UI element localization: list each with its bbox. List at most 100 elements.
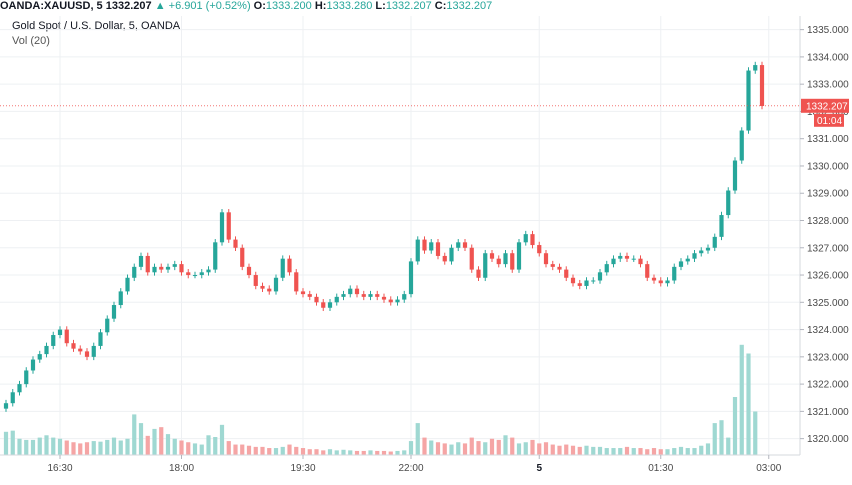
candle-body xyxy=(368,294,373,297)
volume-bar xyxy=(523,442,528,455)
volume-bar xyxy=(624,446,630,455)
candle-body xyxy=(300,291,306,295)
volume-bar xyxy=(483,442,488,455)
volume-bar xyxy=(44,435,49,455)
volume-bar xyxy=(206,435,211,455)
volume-bar xyxy=(327,449,333,455)
candle-body xyxy=(280,258,285,278)
volume-bar xyxy=(165,434,171,455)
x-tick-label: 03:00 xyxy=(756,463,781,474)
candle-body xyxy=(240,247,245,267)
candle-body xyxy=(753,65,758,71)
volume-bar xyxy=(294,446,299,455)
volume-bar xyxy=(240,444,245,455)
volume-bar xyxy=(138,423,144,455)
candle-body xyxy=(462,242,468,248)
candle-body xyxy=(719,215,724,237)
volume-indicator-label[interactable]: Vol (20) xyxy=(12,35,50,47)
volume-bar xyxy=(604,448,609,455)
volume-bar xyxy=(219,424,225,455)
candle-body xyxy=(503,253,508,265)
volume-bar xyxy=(638,448,643,455)
volume-bar xyxy=(24,439,29,455)
volume-bar xyxy=(51,437,56,455)
candle-body xyxy=(219,212,225,243)
volume-bar xyxy=(118,440,123,455)
volume-bar xyxy=(388,451,393,455)
x-tick-label: 22:00 xyxy=(398,463,423,474)
y-tick-label: 1335.000 xyxy=(807,25,849,36)
volume-bar xyxy=(348,450,353,455)
y-tick-label: 1321.000 xyxy=(807,407,849,418)
volume-bar xyxy=(422,437,427,455)
volume-bar xyxy=(17,438,22,455)
volume-bar xyxy=(550,444,555,455)
volume-bar xyxy=(280,446,285,455)
candle-body xyxy=(705,247,711,251)
y-tick-label: 1326.000 xyxy=(807,271,849,282)
countdown-tag: 01:04 xyxy=(817,116,842,127)
candle-body xyxy=(584,280,589,286)
candle-body xyxy=(645,264,650,278)
candle-body xyxy=(327,302,333,308)
volume-bar xyxy=(611,448,616,455)
candle-body xyxy=(145,255,150,273)
volume-bar xyxy=(435,442,441,455)
candle-body xyxy=(550,264,555,267)
candle-body xyxy=(226,212,231,240)
candle-body xyxy=(84,351,90,357)
volume-bar xyxy=(84,442,90,455)
volume-bar xyxy=(37,437,42,455)
volume-bar xyxy=(753,411,758,455)
candle-body xyxy=(543,253,549,265)
x-axis-ticks[interactable]: 16:3018:0019:3022:00501:3003:0004:3006:0… xyxy=(47,455,852,474)
candle-body xyxy=(71,343,76,349)
y-tick-label: 1331.000 xyxy=(807,134,849,145)
candle-body xyxy=(510,253,515,270)
volume-bar xyxy=(341,449,346,455)
candle-body xyxy=(665,280,670,284)
candle-body xyxy=(246,266,252,276)
candle-body xyxy=(10,392,15,404)
volume-bar xyxy=(442,443,447,455)
x-tick-label: 5 xyxy=(536,463,542,474)
candle-body xyxy=(98,332,103,346)
volume-bar xyxy=(651,448,657,455)
y-tick-label: 1322.000 xyxy=(807,380,849,391)
candle-body xyxy=(172,264,177,267)
volume-bar xyxy=(192,443,198,455)
candle-body xyxy=(658,280,663,284)
volume-bar xyxy=(631,448,636,455)
y-axis-ticks[interactable]: 1320.000 1321.000 1322.000 1323.000 1324.000… xyxy=(800,25,849,445)
volume-bar xyxy=(3,431,9,455)
candle-body xyxy=(712,236,717,248)
volume-bar xyxy=(577,446,582,455)
x-tick-label: 01:30 xyxy=(648,463,673,474)
candle-body xyxy=(132,266,137,278)
last-price-tag: 1332.207 xyxy=(806,101,848,112)
volume-bar xyxy=(64,440,69,455)
volume-bar xyxy=(111,437,117,455)
open-label: O: xyxy=(253,0,266,12)
volume-bar xyxy=(145,435,150,455)
series-title[interactable]: Gold Spot / U.S. Dollar, 5, OANDA xyxy=(12,20,181,32)
candle-body xyxy=(604,264,609,273)
candle-body xyxy=(591,280,596,282)
candle-body xyxy=(570,277,576,284)
y-tick-label: 1320.000 xyxy=(807,434,849,445)
volume-bar xyxy=(186,442,191,455)
candle-body xyxy=(651,277,657,281)
volume-bar xyxy=(415,423,420,455)
candle-body xyxy=(321,302,326,308)
y-tick-label: 1323.000 xyxy=(807,352,849,363)
candle-body xyxy=(577,283,582,286)
y-tick-label: 1328.000 xyxy=(807,216,849,227)
candle-body xyxy=(179,264,184,273)
symbol-label: OANDA:XAUUSD, 5 xyxy=(0,0,103,12)
candle-body xyxy=(260,285,265,289)
volume-bar xyxy=(543,442,549,455)
countdown-tag-bg xyxy=(814,113,844,127)
candle-body xyxy=(341,294,346,297)
volume-bar xyxy=(678,446,684,455)
